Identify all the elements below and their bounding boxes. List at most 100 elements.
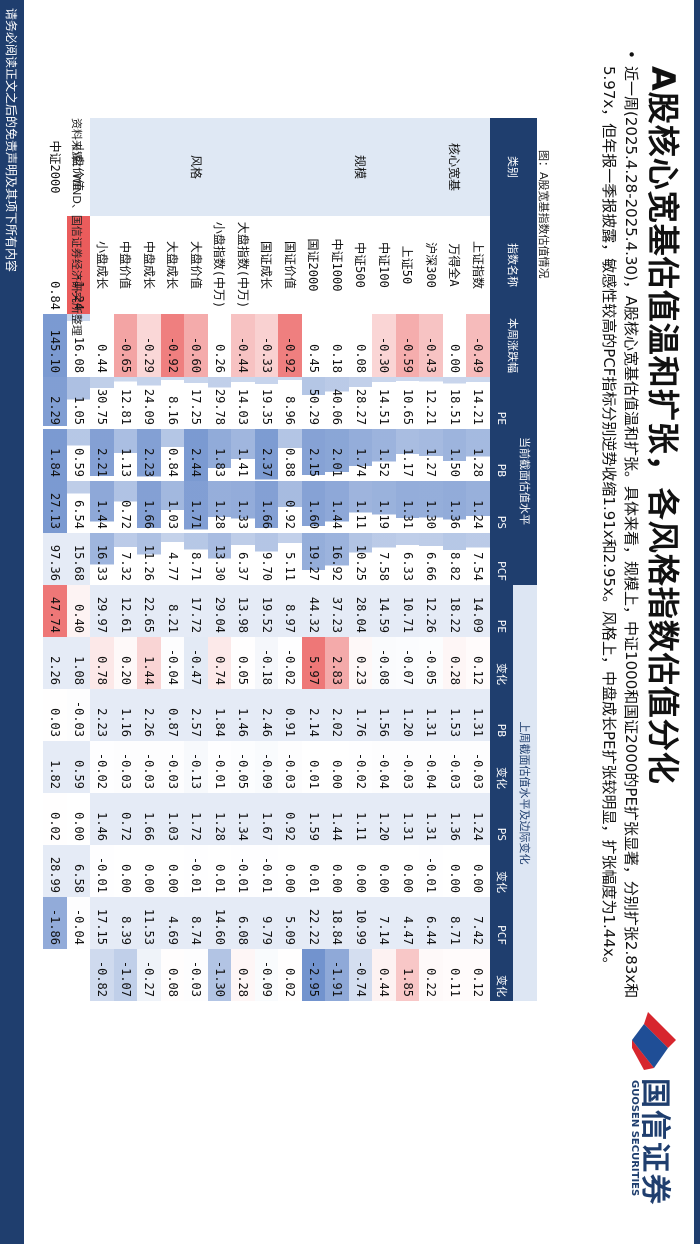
header-group-change: 上周截面估值水平及边际变化 — [513, 585, 537, 1001]
value-cell: 14.51 — [372, 377, 396, 429]
value-cell: 0.03 — [48, 708, 63, 737]
value-cell: 1.84 — [208, 689, 232, 741]
value-cell: -0.43 — [419, 314, 443, 377]
value-cell: 0.02 — [283, 968, 298, 997]
value-cell: -0.29 — [137, 314, 161, 377]
value-cell: 0.00 — [330, 864, 345, 893]
value-cell: 1.72 — [184, 793, 208, 845]
category-cell: 风格 — [90, 118, 302, 216]
table-row: 大盘成长 -0.92 8.16 0.84 1.03 4.77 8.21 -0.04 0.87 -0… — [161, 118, 185, 1001]
value-cell: 2.01 — [325, 429, 349, 481]
table-row: 中证1000 0.18 40.06 2.01 1.44 16.92 37.23 2.83 2.0… — [325, 118, 349, 1001]
value-cell: 0.20 — [114, 637, 138, 689]
table-row: 大盘价值 -0.60 17.25 2.44 1.71 8.71 17.72 -0.47 2.57… — [184, 118, 208, 1001]
value-cell: 0.00 — [447, 864, 462, 893]
value-cell: 1.83 — [208, 429, 232, 481]
value-cell: -0.30 — [372, 314, 396, 377]
value-cell: 0.23 — [349, 637, 373, 689]
summary-text: 近一周(2025.4.28-2025.4.30)，A股核心宽基估值温和扩张。具体… — [600, 66, 640, 999]
index-name-cell: 中盘价值 — [118, 240, 133, 289]
value-cell: 6.58 — [67, 845, 91, 897]
value-cell: -0.33 — [255, 314, 279, 377]
value-cell: -1.30 — [208, 949, 232, 1001]
value-cell: 6.37 — [231, 533, 255, 585]
value-cell: 0.01 — [212, 864, 227, 893]
value-cell: -1.86 — [43, 897, 67, 949]
value-cell: 0.74 — [208, 637, 232, 689]
value-cell: 0.00 — [377, 864, 392, 893]
header-prev-pcf: PCF — [490, 897, 514, 949]
value-cell: 8.74 — [184, 897, 208, 949]
value-cell: 0.00 — [142, 864, 157, 893]
header-pcf: PCF — [490, 533, 514, 585]
value-cell: 2.23 — [137, 429, 161, 481]
value-cell: 40.06 — [325, 377, 349, 429]
table-row: 风格 国证价值 -0.92 8.96 0.88 0.92 5.11 8.97 -0.02 0.91… — [90, 118, 302, 1001]
value-cell: 1.59 — [302, 793, 326, 845]
value-cell: 2.02 — [325, 689, 349, 741]
value-cell: 1.56 — [372, 689, 396, 741]
value-cell: 0.00 — [400, 864, 415, 893]
index-name-cell: 中证2000 — [47, 140, 62, 194]
header-ps-change: 变化 — [490, 845, 514, 897]
value-cell: 0.88 — [278, 429, 302, 481]
value-cell: -0.04 — [71, 908, 86, 945]
index-name-cell: 中盘成长 — [141, 240, 156, 289]
value-cell: 28.27 — [349, 377, 373, 429]
value-cell: 1.33 — [231, 481, 255, 533]
value-cell: 2.44 — [184, 429, 208, 481]
value-cell: -1.07 — [114, 949, 138, 1001]
value-cell: 14.09 — [466, 585, 490, 637]
category-cell: 规模 — [302, 118, 420, 216]
header-pb: PB — [490, 429, 514, 481]
value-cell: 12.61 — [114, 585, 138, 637]
index-name-cell: 国证成长 — [259, 240, 274, 289]
value-cell: 0.28 — [231, 949, 255, 1001]
value-cell: 0.00 — [353, 864, 368, 893]
value-cell: -0.05 — [236, 752, 251, 789]
value-cell: -1.91 — [325, 949, 349, 1001]
index-name-cell: 国证2000 — [306, 238, 321, 292]
value-cell: 2.26 — [137, 689, 161, 741]
value-cell: 47.74 — [43, 585, 67, 637]
value-cell: 1.71 — [184, 481, 208, 533]
value-cell: 1.82 — [43, 741, 67, 793]
value-cell: 0.92 — [278, 793, 302, 845]
header-pe: PE — [490, 377, 514, 429]
value-cell: 8.71 — [443, 897, 467, 949]
value-cell: 1.66 — [255, 481, 279, 533]
value-cell: 19.35 — [255, 377, 279, 429]
value-cell: 11.26 — [137, 533, 161, 585]
value-cell: -0.02 — [95, 752, 110, 789]
value-cell: 1.11 — [349, 481, 373, 533]
disclaimer-text: 请务必阅读正文之后的免责声明及其项下所有内容 — [4, 8, 18, 273]
value-cell: 30.75 — [90, 377, 114, 429]
value-cell: 1.05 — [67, 377, 91, 429]
header-pe-change: 变化 — [490, 637, 514, 689]
value-cell: 29.04 — [208, 585, 232, 637]
value-cell: 9.79 — [255, 897, 279, 949]
value-cell: 10.99 — [349, 897, 373, 949]
index-name-cell: 中证1000 — [329, 238, 344, 292]
value-cell: 2.57 — [184, 689, 208, 741]
logo-mark-icon — [632, 1012, 676, 1070]
value-cell: 1.36 — [443, 793, 467, 845]
value-cell: 1.53 — [443, 689, 467, 741]
value-cell: 7.14 — [372, 897, 396, 949]
value-cell: 1.28 — [208, 481, 232, 533]
value-cell: -0.18 — [255, 637, 279, 689]
value-cell: -0.03 — [118, 752, 133, 789]
value-cell: -0.59 — [396, 314, 420, 377]
value-cell: 22.22 — [302, 897, 326, 949]
value-cell: 1.27 — [419, 429, 443, 481]
value-cell: 10.65 — [396, 377, 420, 429]
value-cell: 19.27 — [302, 533, 326, 585]
value-cell: 29.97 — [90, 585, 114, 637]
value-cell: -0.02 — [353, 752, 368, 789]
value-cell: -0.44 — [231, 314, 255, 377]
value-cell: 2.21 — [90, 429, 114, 481]
index-name-cell: 大盘成长 — [165, 240, 180, 289]
header-prev-ps: PS — [490, 793, 514, 845]
value-cell: 2.26 — [43, 637, 67, 689]
value-cell: 7.58 — [372, 533, 396, 585]
